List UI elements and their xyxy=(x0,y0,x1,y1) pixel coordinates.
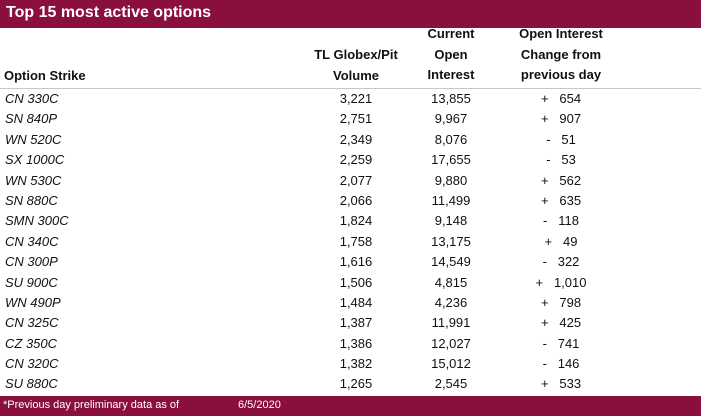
table-row: WN 530C 2,077 9,880 + 562 xyxy=(0,171,701,191)
footnote-text: *Previous day preliminary data as of xyxy=(3,399,180,411)
open-interest-cell: 13,175 xyxy=(431,233,471,249)
header-volume-line-1: TL Globex/Pit xyxy=(314,47,398,62)
header-change-line-3: previous day xyxy=(520,67,602,82)
open-interest-cell: 9,148 xyxy=(434,213,468,229)
open-interest-cell: 17,655 xyxy=(431,152,471,168)
header-volume: TL Globex/Pit Volume xyxy=(292,45,420,86)
header-divider xyxy=(0,88,701,89)
header-current-open-interest: Current Open Interest xyxy=(406,24,496,86)
option-strike-cell: WN 530C xyxy=(5,172,62,188)
header-change-line-1: Open Interest xyxy=(519,26,603,41)
header-current-line-2: Open xyxy=(434,46,468,62)
option-strike-cell: SX 1000C xyxy=(5,152,65,168)
oi-change-cell: - 146 xyxy=(542,356,580,372)
volume-cell: 3,221 xyxy=(339,91,373,106)
oi-change-cell: - 51 xyxy=(546,131,576,147)
open-interest-cell: 4,236 xyxy=(434,294,468,310)
table-row: CN 325C 1,387 11,991 + 425 xyxy=(0,313,701,333)
footnote-date: 6/5/2020 xyxy=(238,399,281,411)
option-strike-cell: CN 320C xyxy=(5,356,59,372)
oi-change-cell: + 533 xyxy=(540,376,582,392)
open-interest-cell: 15,012 xyxy=(431,356,471,372)
option-strike-cell: CN 340C xyxy=(5,233,59,249)
open-interest-cell: 9,967 xyxy=(434,111,468,127)
volume-cell: 2,066 xyxy=(339,192,373,208)
volume-cell: 1,387 xyxy=(339,315,373,331)
header-current-line-1: Current xyxy=(427,26,475,41)
open-interest-cell: 12,027 xyxy=(431,335,471,351)
oi-change-cell: - 741 xyxy=(542,335,580,351)
oi-change-cell: + 635 xyxy=(540,192,582,208)
table-row: SN 880C 2,066 11,499 + 635 xyxy=(0,191,701,211)
header-volume-line-2: Volume xyxy=(333,67,379,83)
title-bar xyxy=(0,0,701,28)
oi-change-cell: + 562 xyxy=(540,172,582,188)
option-strike-cell: CN 325C xyxy=(5,315,59,331)
open-interest-cell: 13,855 xyxy=(431,91,471,106)
open-interest-cell: 11,499 xyxy=(431,192,471,208)
oi-change-cell: - 322 xyxy=(542,254,580,270)
option-strike-cell: WN 520C xyxy=(5,131,62,147)
table-row: SMN 300C 1,824 9,148 - 118 xyxy=(0,211,701,231)
table-row: CN 340C 1,758 13,175 + 49 xyxy=(0,232,701,252)
open-interest-cell: 9,880 xyxy=(434,172,468,188)
open-interest-cell: 2,545 xyxy=(434,376,468,392)
open-interest-cell: 4,815 xyxy=(434,274,468,290)
option-strike-cell: CZ 350C xyxy=(5,335,58,351)
oi-change-cell: + 798 xyxy=(540,294,582,310)
oi-change-cell: + 907 xyxy=(540,111,582,127)
open-interest-cell: 14,549 xyxy=(431,254,471,270)
table-row: SU 880C 1,265 2,545 + 533 xyxy=(0,374,701,394)
table-row: CZ 350C 1,386 12,027 - 741 xyxy=(0,334,701,354)
volume-cell: 2,077 xyxy=(339,172,373,188)
volume-cell: 1,484 xyxy=(339,294,373,310)
oi-change-cell: - 118 xyxy=(543,213,579,229)
oi-change-cell: + 1,010 xyxy=(535,274,587,290)
volume-cell: 1,386 xyxy=(339,335,373,351)
table-row: CN 320C 1,382 15,012 - 146 xyxy=(0,354,701,374)
oi-change-cell: - 53 xyxy=(546,152,576,168)
table-row: CN 330C 3,221 13,855 + 654 xyxy=(0,89,701,109)
volume-cell: 1,265 xyxy=(339,376,373,392)
table-row: SX 1000C 2,259 17,655 - 53 xyxy=(0,150,701,170)
option-strike-cell: SU 900C xyxy=(5,274,58,290)
oi-change-cell: + 49 xyxy=(544,233,578,249)
oi-change-cell: + 425 xyxy=(540,315,582,331)
oi-change-cell: + 654 xyxy=(540,91,582,106)
option-strike-cell: SMN 300C xyxy=(5,213,69,229)
option-strike-cell: CN 300P xyxy=(5,254,58,270)
header-open-interest-change: Open Interest Change from previous day xyxy=(496,24,626,86)
table-row: SU 900C 1,506 4,815 + 1,010 xyxy=(0,273,701,293)
volume-cell: 1,758 xyxy=(339,233,373,249)
table-row: SN 840P 2,751 9,967 + 907 xyxy=(0,109,701,129)
volume-cell: 2,349 xyxy=(339,131,373,147)
table-row: WN 490P 1,484 4,236 + 798 xyxy=(0,293,701,313)
open-interest-cell: 11,991 xyxy=(431,315,471,331)
table-title: Top 15 most active options xyxy=(6,4,212,21)
option-strike-cell: WN 490P xyxy=(5,294,61,310)
options-table-body: CN 330C 3,221 13,855 + 654 SN 840P 2,751… xyxy=(0,89,701,395)
volume-cell: 1,824 xyxy=(339,213,373,229)
table-row: CN 300P 1,616 14,549 - 322 xyxy=(0,252,701,272)
volume-cell: 2,751 xyxy=(339,111,373,127)
volume-cell: 1,616 xyxy=(339,254,373,270)
header-current-line-3: Interest xyxy=(427,67,475,82)
header-option-strike-label: Option Strike xyxy=(4,68,86,83)
open-interest-cell: 8,076 xyxy=(434,131,468,147)
option-strike-cell: SN 840P xyxy=(5,111,58,127)
option-strike-cell: SU 880C xyxy=(5,376,58,392)
header-change-line-2: Change from xyxy=(520,46,602,62)
option-strike-cell: CN 330C xyxy=(5,91,59,106)
volume-cell: 2,259 xyxy=(339,152,373,168)
header-option-strike: Option Strike xyxy=(4,66,86,87)
option-strike-cell: SN 880C xyxy=(5,192,58,208)
volume-cell: 1,506 xyxy=(339,274,373,290)
volume-cell: 1,382 xyxy=(339,356,373,372)
table-row: WN 520C 2,349 8,076 - 51 xyxy=(0,130,701,150)
footer-bar xyxy=(0,396,701,416)
